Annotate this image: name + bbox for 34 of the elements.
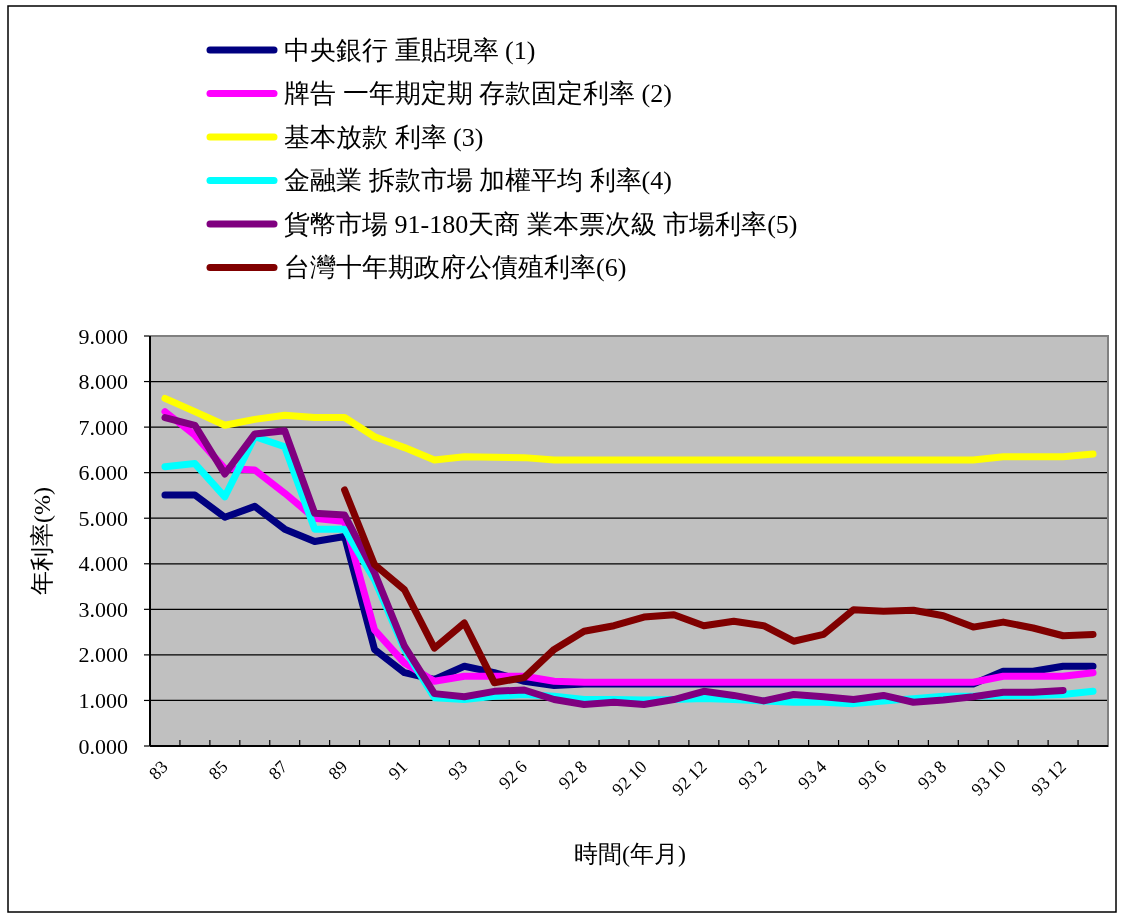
x-tick-label: 93 2 — [734, 756, 771, 794]
x-tick-label: 92 12 — [667, 756, 711, 800]
x-tick-label: 87 — [264, 756, 292, 784]
legend-label: 中央銀行 重貼現率 (1) — [284, 35, 536, 65]
x-tick-label: 93 8 — [913, 756, 951, 794]
y-axis-title: 年利率(%) — [29, 487, 55, 595]
y-tick-label: 4.000 — [78, 551, 128, 577]
y-tick-label: 1.000 — [78, 687, 128, 713]
y-tick-label: 0.000 — [78, 733, 128, 759]
x-tick-label: 92 10 — [608, 756, 651, 800]
x-tick-label: 92 8 — [554, 756, 591, 794]
legend-label: 基本放款 利率 (3) — [284, 122, 484, 152]
y-tick-label: 3.000 — [78, 596, 128, 622]
y-tick-label: 5.000 — [78, 505, 128, 531]
x-tick-label: 93 4 — [794, 756, 831, 794]
legend-label: 貨幣市場 91-180天商 業本票次級 市場利率(5) — [284, 209, 798, 239]
legend-label: 台灣十年期政府公債殖利率(6) — [284, 253, 627, 282]
legend-label: 牌告 一年期定期 存款固定利率 (2) — [284, 79, 672, 108]
y-tick-label: 7.000 — [78, 414, 128, 440]
x-tick-label: 93 12 — [1027, 756, 1070, 800]
y-tick-label: 6.000 — [78, 460, 128, 486]
y-tick-label: 8.000 — [78, 369, 128, 395]
legend-label: 金融業 拆款市場 加權平均 利率(4) — [284, 166, 672, 195]
x-axis-title: 時間(年月) — [574, 841, 686, 867]
x-tick-label: 93 6 — [853, 756, 891, 794]
x-tick-label: 89 — [324, 756, 352, 784]
x-tick-label: 83 — [144, 756, 172, 784]
x-tick-label: 93 10 — [967, 756, 1011, 800]
y-tick-label: 9.000 — [78, 323, 128, 349]
y-tick-label: 2.000 — [78, 642, 128, 668]
x-tick-label: 85 — [204, 756, 232, 784]
x-tick-label: 92 6 — [494, 756, 532, 794]
x-tick-label: 93 — [444, 756, 472, 784]
x-tick-label: 91 — [384, 756, 412, 784]
